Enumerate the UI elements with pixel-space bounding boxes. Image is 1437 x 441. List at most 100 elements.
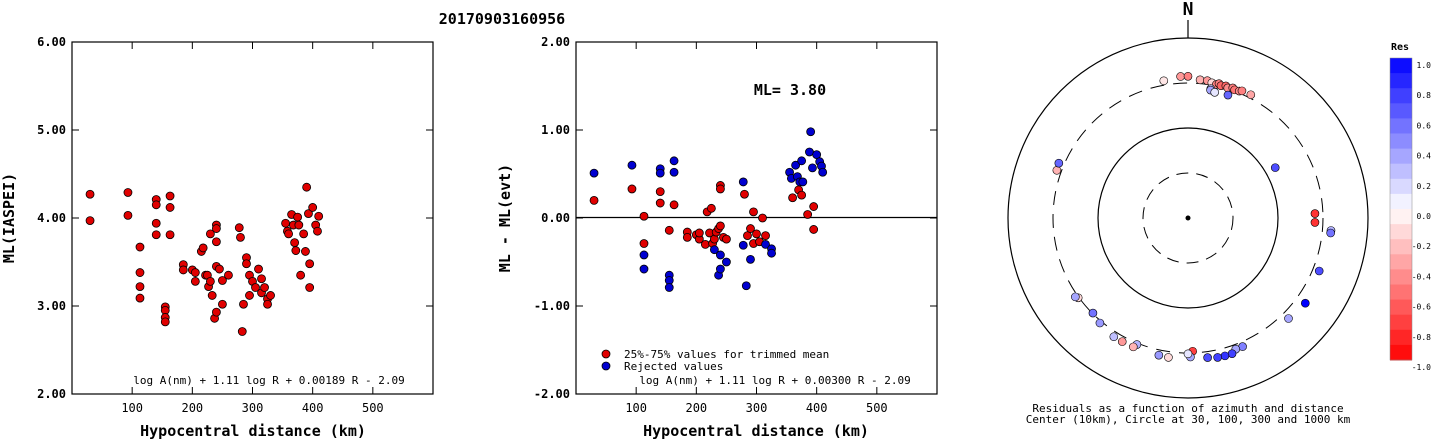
trimmed-point bbox=[706, 203, 716, 213]
colorbar-tick-label: -0.6 bbox=[1412, 303, 1431, 312]
colorbar-band bbox=[1390, 178, 1412, 195]
station-marker bbox=[1176, 72, 1185, 81]
data-point bbox=[257, 274, 266, 284]
rejected-point bbox=[709, 245, 719, 255]
station-marker bbox=[1128, 342, 1138, 352]
rejected-point bbox=[797, 156, 807, 166]
data-point bbox=[293, 212, 303, 222]
x-tick-label: 300 bbox=[746, 401, 768, 415]
data-point bbox=[260, 283, 269, 292]
trimmed-point bbox=[749, 207, 758, 217]
data-point bbox=[308, 203, 318, 212]
trimmed-point bbox=[627, 184, 637, 194]
trimmed-point bbox=[664, 225, 674, 235]
station-marker bbox=[1154, 350, 1164, 360]
rejected-point bbox=[639, 264, 649, 274]
colorbar-band bbox=[1390, 224, 1412, 240]
data-point bbox=[284, 229, 294, 239]
trimmed-point bbox=[746, 224, 755, 233]
trimmed-point bbox=[700, 239, 710, 249]
station-marker bbox=[1164, 353, 1173, 362]
x-axis-label: Hypocentral distance (km) bbox=[643, 422, 869, 440]
data-point bbox=[135, 242, 145, 252]
colorbar-band bbox=[1390, 163, 1412, 180]
rejected-point bbox=[655, 168, 665, 178]
colorbar-tick-label: 0.4 bbox=[1417, 152, 1432, 161]
formula-label: log A(nm) + 1.11 log R + 0.00189 R - 2.0… bbox=[133, 374, 405, 387]
colorbar-tick-label: -0.2 bbox=[1412, 242, 1431, 251]
colorbar: 1.0 0.8 0.6 0.4 0.2 0.0 -0.2 -0.4 -0.6 -0.8 -1.0 bbox=[1389, 57, 1432, 372]
data-point bbox=[151, 200, 161, 210]
rejected-point bbox=[767, 248, 776, 258]
x-axis-label: Hypocentral distance (km) bbox=[140, 422, 366, 440]
data-point bbox=[234, 223, 244, 233]
data-point bbox=[218, 276, 227, 285]
data-point bbox=[123, 188, 133, 197]
x-tick-label: 500 bbox=[866, 401, 888, 415]
rejected-point bbox=[746, 254, 755, 264]
data-point bbox=[296, 270, 306, 280]
y-tick-label: 4.00 bbox=[37, 211, 66, 225]
y-tick-label: -1.00 bbox=[534, 299, 570, 313]
trimmed-point bbox=[722, 234, 731, 244]
figure-title: 20170903160956 bbox=[439, 10, 565, 28]
y-tick-label: -2.00 bbox=[534, 387, 570, 401]
rejected-point bbox=[664, 283, 674, 292]
station-marker bbox=[1314, 266, 1324, 276]
x-tick-label: 100 bbox=[625, 401, 647, 415]
colorbar-band bbox=[1390, 344, 1412, 361]
station-marker bbox=[1183, 349, 1193, 359]
trimmed-point bbox=[809, 225, 819, 234]
station-marker bbox=[1223, 90, 1233, 100]
rejected-point bbox=[806, 127, 816, 137]
station-marker bbox=[1310, 209, 1320, 218]
rejected-point bbox=[791, 160, 801, 170]
y-axis-label: ML(IASPEI) bbox=[0, 173, 18, 263]
colorbar-band bbox=[1390, 133, 1412, 150]
trimmed-point bbox=[788, 193, 797, 203]
azimuth-residual-plot: N Residuals as a function of azimuth and… bbox=[1007, 0, 1432, 426]
rejected-point bbox=[761, 239, 770, 249]
data-point bbox=[301, 247, 310, 256]
x-tick-label: 100 bbox=[121, 401, 143, 415]
data-point bbox=[135, 268, 145, 277]
colorbar-frame bbox=[1389, 57, 1413, 361]
data-point bbox=[291, 246, 301, 255]
data-point bbox=[263, 299, 272, 309]
x-tick-label: 400 bbox=[302, 401, 324, 415]
data-point bbox=[85, 189, 95, 199]
trimmed-point bbox=[740, 189, 749, 199]
data-point bbox=[123, 210, 133, 220]
colorbar-band bbox=[1390, 58, 1412, 74]
y-tick-label: 5.00 bbox=[37, 123, 66, 137]
legend-marker-rejected bbox=[601, 361, 611, 371]
data-point bbox=[135, 282, 145, 292]
station-marker bbox=[1195, 75, 1205, 85]
data-point bbox=[207, 291, 217, 300]
data-point bbox=[305, 283, 315, 292]
data-point bbox=[211, 307, 221, 317]
trimmed-point bbox=[639, 239, 649, 248]
epicenter-marker bbox=[1185, 215, 1191, 221]
station-marker bbox=[1117, 337, 1127, 346]
rejected-point bbox=[808, 163, 817, 173]
data-point bbox=[135, 293, 145, 303]
legend-label-rejected: Rejected values bbox=[624, 360, 723, 373]
colorbar-band bbox=[1390, 254, 1412, 270]
station-marker bbox=[1203, 353, 1212, 362]
colorbar-band bbox=[1390, 314, 1412, 331]
data-point bbox=[190, 276, 200, 286]
ml-residual-plot: ML - ML(evt) Hypocentral distance (km) M… bbox=[496, 35, 938, 440]
data-point bbox=[151, 218, 161, 228]
colorbar-tick-label: -1.0 bbox=[1412, 363, 1431, 372]
y-tick-label: 3.00 bbox=[37, 299, 66, 313]
station-marker bbox=[1210, 88, 1220, 97]
colorbar-tick-label: -0.8 bbox=[1412, 333, 1431, 342]
formula-label: log A(nm) + 1.11 log R + 0.00300 R - 2.0… bbox=[639, 374, 911, 387]
colorbar-title: Res bbox=[1391, 42, 1409, 53]
x-tick-label: 400 bbox=[806, 401, 828, 415]
y-tick-label: 0.00 bbox=[541, 211, 570, 225]
data-point bbox=[242, 259, 251, 269]
rejected-point bbox=[741, 281, 751, 291]
data-point bbox=[218, 299, 227, 309]
